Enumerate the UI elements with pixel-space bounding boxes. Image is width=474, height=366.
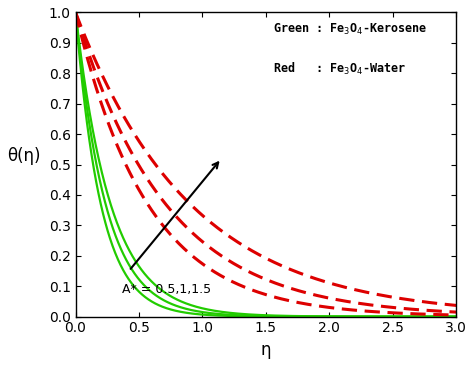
Text: A* = 0.5,1,1.5: A* = 0.5,1,1.5 [122, 283, 211, 296]
Text: Green : Fe$_3$O$_4$-Kerosene: Green : Fe$_3$O$_4$-Kerosene [273, 22, 428, 37]
Y-axis label: θ(η): θ(η) [7, 146, 40, 165]
X-axis label: η: η [261, 341, 271, 359]
Text: Red   : Fe$_3$O$_4$-Water: Red : Fe$_3$O$_4$-Water [273, 61, 407, 77]
